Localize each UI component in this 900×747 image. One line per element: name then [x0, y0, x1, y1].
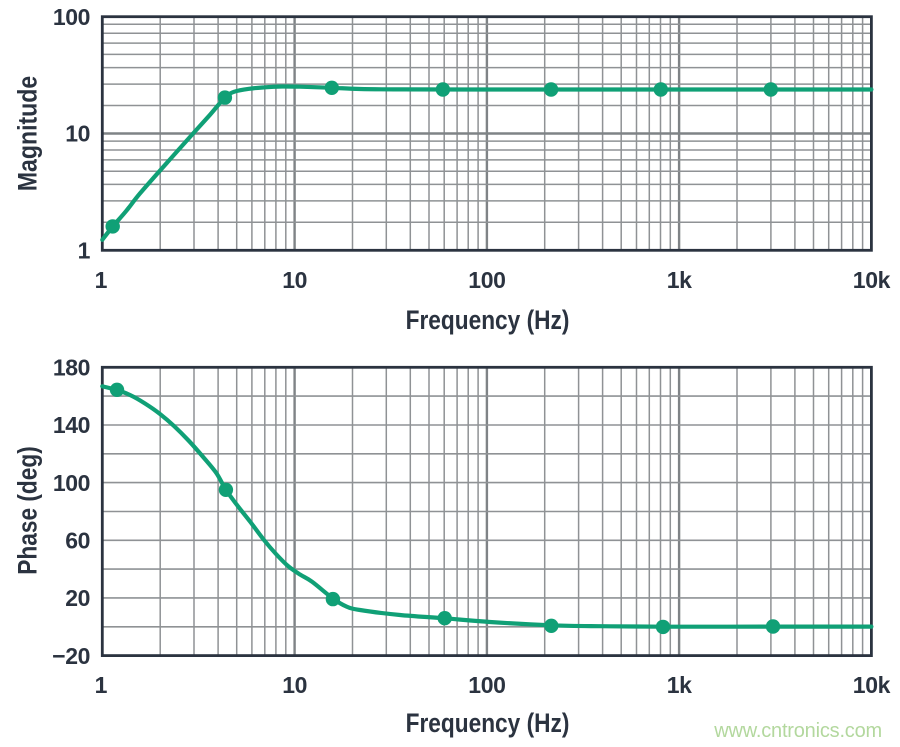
svg-text:100: 100 [53, 4, 90, 30]
svg-text:10: 10 [282, 672, 307, 698]
svg-text:Magnitude: Magnitude [13, 76, 43, 191]
svg-text:100: 100 [53, 470, 90, 496]
svg-text:Phase (deg): Phase (deg) [13, 446, 43, 574]
svg-text:20: 20 [65, 585, 90, 611]
svg-text:10: 10 [65, 121, 90, 147]
svg-text:100: 100 [468, 672, 505, 698]
svg-text:10k: 10k [853, 267, 891, 293]
svg-text:100: 100 [468, 267, 505, 293]
svg-text:1: 1 [78, 238, 91, 264]
svg-text:10: 10 [282, 267, 307, 293]
svg-text:1: 1 [95, 672, 108, 698]
svg-text:180: 180 [53, 355, 90, 381]
svg-text:Frequency (Hz): Frequency (Hz) [406, 305, 570, 335]
svg-text:10k: 10k [853, 672, 891, 698]
svg-text:www.cntronics.com: www.cntronics.com [713, 720, 882, 742]
svg-text:Frequency (Hz): Frequency (Hz) [406, 708, 570, 738]
svg-text:1k: 1k [667, 672, 692, 698]
svg-text:−20: −20 [52, 643, 90, 669]
svg-text:60: 60 [65, 528, 90, 554]
svg-text:140: 140 [53, 412, 90, 438]
svg-text:1: 1 [95, 267, 108, 293]
svg-text:1k: 1k [667, 267, 692, 293]
